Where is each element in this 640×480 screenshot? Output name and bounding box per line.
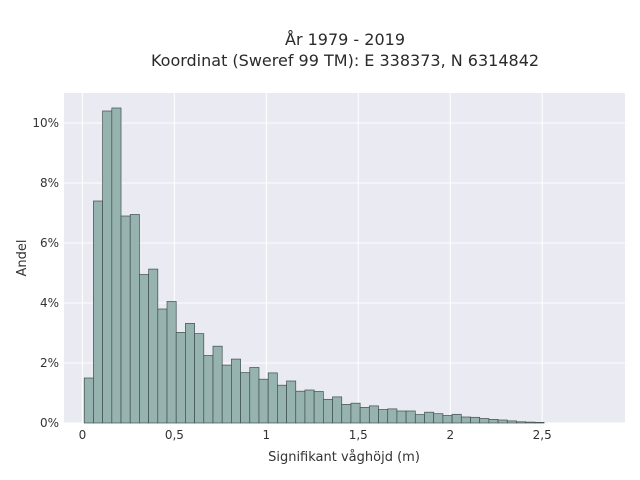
x-axis-label: Signifikant våghöjd (m) bbox=[268, 450, 420, 465]
histogram-bar bbox=[93, 200, 103, 424]
histogram-bar bbox=[231, 358, 241, 424]
histogram-bar bbox=[240, 372, 251, 424]
histogram-bar bbox=[295, 390, 306, 424]
y-tick-label: 8% bbox=[40, 176, 59, 190]
histogram-bar bbox=[148, 268, 159, 424]
x-tick-label: 0,5 bbox=[165, 428, 184, 442]
histogram-bar bbox=[516, 421, 527, 424]
histogram-bar bbox=[470, 416, 481, 424]
histogram-bar bbox=[525, 421, 536, 424]
histogram-bar bbox=[359, 407, 370, 424]
histogram-bar bbox=[175, 332, 186, 424]
histogram-bar bbox=[332, 396, 343, 424]
histogram-bar bbox=[120, 215, 131, 424]
histogram-bar bbox=[405, 410, 416, 424]
x-tick-label: 1 bbox=[263, 428, 271, 442]
histogram-bar bbox=[488, 419, 499, 424]
histogram-bar bbox=[267, 372, 278, 424]
y-tick-label: 0% bbox=[40, 416, 59, 430]
histogram-bar bbox=[249, 367, 260, 424]
histogram-bar bbox=[221, 364, 232, 424]
y-tick-label: 10% bbox=[32, 116, 59, 130]
x-tick-label: 2 bbox=[446, 428, 454, 442]
histogram-bar bbox=[424, 411, 435, 424]
y-axis-label: Andel bbox=[15, 240, 30, 277]
histogram-bar bbox=[368, 405, 379, 424]
histogram-bar bbox=[286, 380, 297, 424]
histogram-bar bbox=[139, 274, 149, 424]
histogram-bar bbox=[203, 355, 214, 424]
chart-title-line-1: År 1979 - 2019 bbox=[285, 30, 405, 49]
y-tick-label: 6% bbox=[40, 236, 59, 250]
histogram-bar bbox=[378, 409, 389, 424]
x-axis-ticks: 0 0,5 1 1,5 2 2,5 bbox=[79, 428, 552, 442]
x-tick-label: 1,5 bbox=[349, 428, 368, 442]
histogram-bar bbox=[83, 377, 94, 424]
histogram-bars bbox=[83, 107, 545, 424]
histogram-bar bbox=[277, 384, 287, 424]
y-axis-ticks: 0% 2% 4% 6% 8% 10% bbox=[32, 116, 59, 430]
histogram-bar bbox=[387, 408, 398, 424]
histogram-bar bbox=[506, 420, 517, 424]
histogram-bar bbox=[304, 389, 315, 424]
histogram-bar bbox=[451, 413, 462, 424]
histogram-bar bbox=[497, 419, 508, 424]
histogram-bar bbox=[129, 214, 140, 424]
chart-title-line-2: Koordinat (Sweref 99 TM): E 338373, N 63… bbox=[151, 51, 539, 70]
histogram-bar bbox=[350, 402, 361, 424]
histogram-bar bbox=[258, 378, 269, 424]
histogram-bar bbox=[396, 410, 407, 424]
histogram-bar bbox=[442, 415, 453, 424]
histogram-bar bbox=[313, 391, 324, 424]
y-tick-label: 4% bbox=[40, 296, 59, 310]
histogram-bar bbox=[479, 418, 490, 424]
histogram-bar bbox=[414, 414, 425, 424]
histogram-bar bbox=[322, 398, 333, 424]
histogram-bar bbox=[212, 345, 223, 424]
histogram-bar bbox=[111, 107, 122, 424]
x-tick-label: 0 bbox=[79, 428, 87, 442]
histogram-bar bbox=[341, 404, 352, 424]
histogram-bar bbox=[460, 416, 471, 424]
histogram-bar bbox=[194, 333, 205, 424]
histogram-bar bbox=[433, 413, 444, 424]
histogram-bar bbox=[166, 301, 177, 424]
histogram-bar bbox=[102, 110, 113, 424]
histogram-bar bbox=[534, 422, 545, 424]
x-tick-label: 2,5 bbox=[533, 428, 552, 442]
histogram-bar bbox=[157, 308, 168, 424]
histogram-bar bbox=[185, 323, 195, 424]
y-tick-label: 2% bbox=[40, 356, 59, 370]
